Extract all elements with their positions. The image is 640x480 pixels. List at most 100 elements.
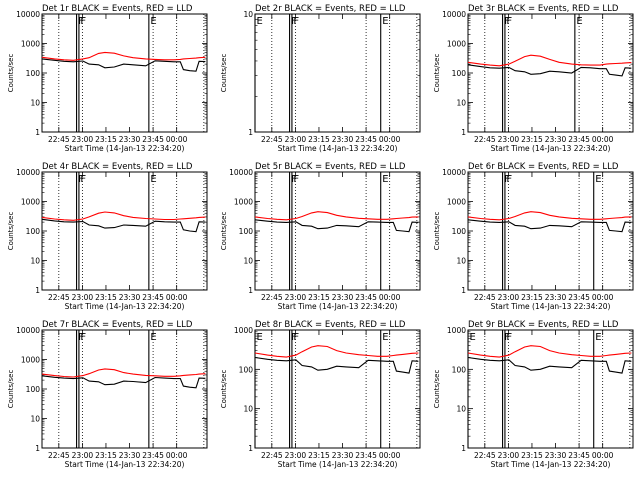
- x-tick-label: 23:15: [308, 451, 330, 460]
- series-lld-line: [467, 211, 632, 221]
- x-tick-label: 23:15: [95, 293, 117, 302]
- event-marker-label: F: [78, 332, 84, 343]
- y-tick-label: 1000: [234, 326, 253, 335]
- x-tick-label: 23:15: [308, 135, 330, 144]
- event-marker-label: E: [150, 16, 156, 27]
- event-marker-label: F: [506, 332, 512, 343]
- series-lld-line: [467, 54, 632, 67]
- x-tick-label: 23:00: [72, 451, 94, 460]
- y-tick-label: 1000: [21, 40, 40, 49]
- y-axis-label: Counts/sec: [433, 54, 441, 93]
- series-events-line: [41, 375, 206, 389]
- y-tick-label: 1000: [447, 198, 466, 207]
- x-tick-label: 23:45: [142, 451, 164, 460]
- x-tick-label: 23:45: [142, 135, 164, 144]
- x-tick-label: 23:15: [308, 293, 330, 302]
- series-events-line: [254, 356, 419, 374]
- y-tick-label: 1000: [21, 356, 40, 365]
- y-tick-label: 1000: [21, 198, 40, 207]
- y-axis-label: Counts/sec: [220, 54, 228, 93]
- x-axis-label: Start Time (14-Jan-13 22:34:20): [65, 302, 185, 311]
- event-marker-label: F: [78, 16, 84, 27]
- y-tick-label: 100: [26, 385, 41, 394]
- series-lld-line: [41, 368, 206, 378]
- event-marker-label: F: [291, 332, 297, 343]
- y-tick-label: 1: [248, 128, 253, 137]
- y-tick-label: 10: [243, 257, 253, 266]
- x-tick-label: 00:00: [592, 135, 614, 144]
- event-marker-label: F: [293, 174, 299, 185]
- x-tick-label: 23:15: [95, 451, 117, 460]
- x-tick-label: 23:45: [568, 293, 590, 302]
- y-tick-label: 1000: [234, 198, 253, 207]
- event-marker-label: F: [80, 332, 86, 343]
- y-tick-label: 10: [243, 405, 253, 414]
- x-tick-label: 22:45: [48, 135, 70, 144]
- y-tick-label: 10000: [442, 168, 466, 177]
- panel-title: Det 3r BLACK = Events, RED = LLD: [468, 4, 619, 14]
- y-tick-label: 10: [30, 415, 40, 424]
- x-tick-label: 22:45: [48, 451, 70, 460]
- series-events-line: [467, 356, 632, 374]
- x-tick-label: 23:45: [568, 135, 590, 144]
- y-tick-label: 10: [456, 405, 466, 414]
- y-axis-label: Counts/sec: [433, 370, 441, 409]
- x-tick-label: 23:00: [498, 451, 520, 460]
- x-axis-label: Start Time (14-Jan-13 22:34:20): [65, 144, 185, 153]
- y-axis-label: Counts/sec: [7, 370, 15, 409]
- axes-frame: [254, 171, 421, 291]
- panel-title: Det 8r BLACK = Events, RED = LLD: [255, 320, 406, 330]
- x-axis-label: Start Time (14-Jan-13 22:34:20): [278, 302, 398, 311]
- x-tick-label: 23:00: [498, 293, 520, 302]
- x-tick-label: 23:00: [285, 293, 307, 302]
- series-lld-line: [254, 211, 419, 221]
- y-tick-label: 10000: [16, 10, 40, 19]
- y-tick-label: 1: [35, 286, 40, 295]
- y-tick-label: 10: [243, 10, 253, 19]
- axes-frame: [254, 329, 421, 449]
- x-tick-label: 00:00: [166, 451, 188, 460]
- event-marker-label: F: [506, 174, 512, 185]
- panel-title: Det 7r BLACK = Events, RED = LLD: [42, 320, 193, 330]
- x-tick-label: 23:00: [285, 451, 307, 460]
- x-axis-label: Start Time (14-Jan-13 22:34:20): [278, 460, 398, 469]
- y-tick-label: 1: [248, 444, 253, 453]
- event-marker-label: E: [382, 16, 388, 27]
- panel-title: Det 5r BLACK = Events, RED = LLD: [255, 162, 406, 172]
- x-tick-label: 23:30: [119, 293, 141, 302]
- event-marker-label: E: [382, 174, 388, 185]
- series-events-line: [467, 64, 632, 77]
- x-tick-label: 22:45: [474, 135, 496, 144]
- x-axis-label: Start Time (14-Jan-13 22:34:20): [278, 144, 398, 153]
- event-marker-label: F: [80, 174, 86, 185]
- event-marker-label: E: [382, 332, 388, 343]
- series-events-line: [254, 219, 419, 233]
- panel-title: Det 2r BLACK = Events, RED = LLD: [255, 4, 406, 14]
- x-axis-label: Start Time (14-Jan-13 22:34:20): [65, 460, 185, 469]
- x-tick-label: 23:45: [142, 293, 164, 302]
- event-marker-label: F: [80, 16, 86, 27]
- y-tick-label: 1: [461, 444, 466, 453]
- x-tick-label: 00:00: [379, 451, 401, 460]
- axes-frame: [41, 329, 208, 449]
- event-marker-label: F: [504, 332, 510, 343]
- y-tick-label: 1: [35, 128, 40, 137]
- event-marker-label: F: [506, 16, 512, 27]
- series-lld-line: [467, 345, 632, 358]
- x-tick-label: 23:45: [355, 451, 377, 460]
- series-lld-line: [41, 51, 206, 61]
- y-tick-label: 100: [452, 69, 467, 78]
- x-tick-label: 23:30: [332, 451, 354, 460]
- y-axis-label: Counts/sec: [220, 370, 228, 409]
- event-marker-label: E: [150, 174, 156, 185]
- x-tick-label: 00:00: [592, 451, 614, 460]
- x-tick-label: 23:15: [521, 293, 543, 302]
